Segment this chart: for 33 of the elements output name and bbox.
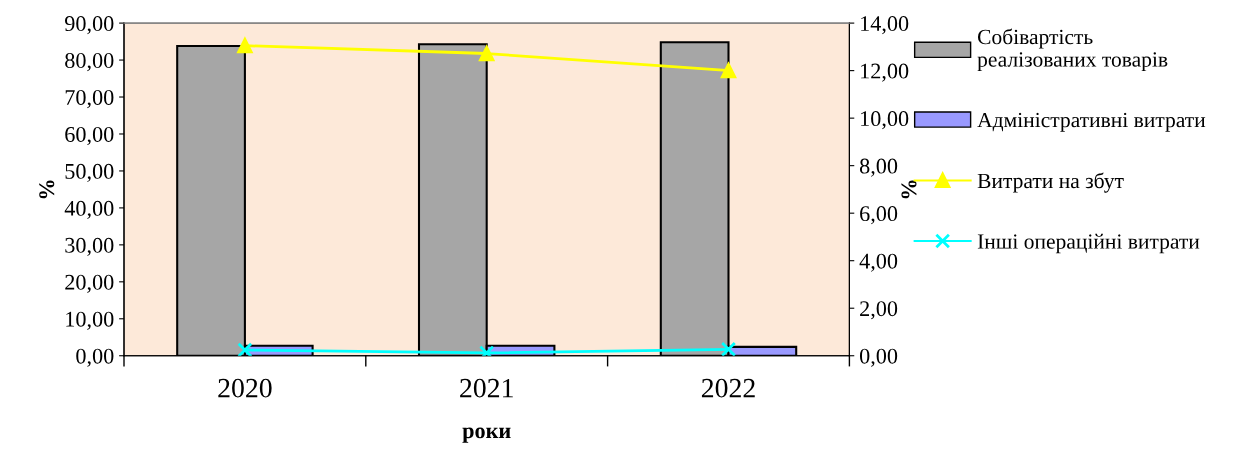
legend-label: Адміністративні витрати: [977, 112, 1206, 132]
y2-tick-label: 2,00: [860, 301, 898, 320]
x-tick-label: 2022: [701, 378, 755, 398]
y-tick-label: 70,00: [65, 89, 114, 109]
y-tick-label: 40,00: [64, 200, 114, 220]
point: [237, 342, 253, 356]
y-tick-label: 10,00: [66, 311, 114, 330]
y-tick-label: 30,00: [65, 237, 114, 256]
y-axis-title: %: [39, 180, 55, 199]
legend-label: Собівартість реалізованих товарів: [977, 28, 1168, 72]
x-axis-title: роки: [462, 427, 511, 443]
point: [479, 45, 495, 62]
y-tick-label: 20,00: [65, 274, 114, 293]
point: [720, 341, 737, 356]
x-tick-label: 2021: [460, 378, 513, 398]
y-tick-label: 50,00: [65, 163, 114, 183]
legend-label: Витрати на збут: [977, 172, 1124, 193]
legend-label: Інші операційні витрати: [977, 233, 1200, 254]
y2-tick-label: 8,00: [859, 158, 898, 177]
point: [720, 62, 737, 79]
point: [237, 38, 253, 54]
x-tick-label: 2020: [218, 378, 272, 398]
y2-axis-title: %: [901, 180, 917, 199]
y2-tick-label: 4,00: [859, 253, 898, 272]
y2-tick-label: 14,00: [861, 16, 909, 35]
y2-tick-label: 6,00: [860, 206, 898, 225]
y2-tick-label: 10,00: [861, 111, 909, 130]
y2-tick-label: 0,00: [859, 348, 898, 367]
y-tick-label: 80,00: [65, 52, 114, 72]
y-tick-label: 0,00: [76, 348, 114, 367]
y-tick-label: 60,00: [65, 126, 114, 146]
y-tick-label: 90,00: [64, 16, 114, 35]
y2-tick-label: 12,00: [861, 63, 909, 82]
